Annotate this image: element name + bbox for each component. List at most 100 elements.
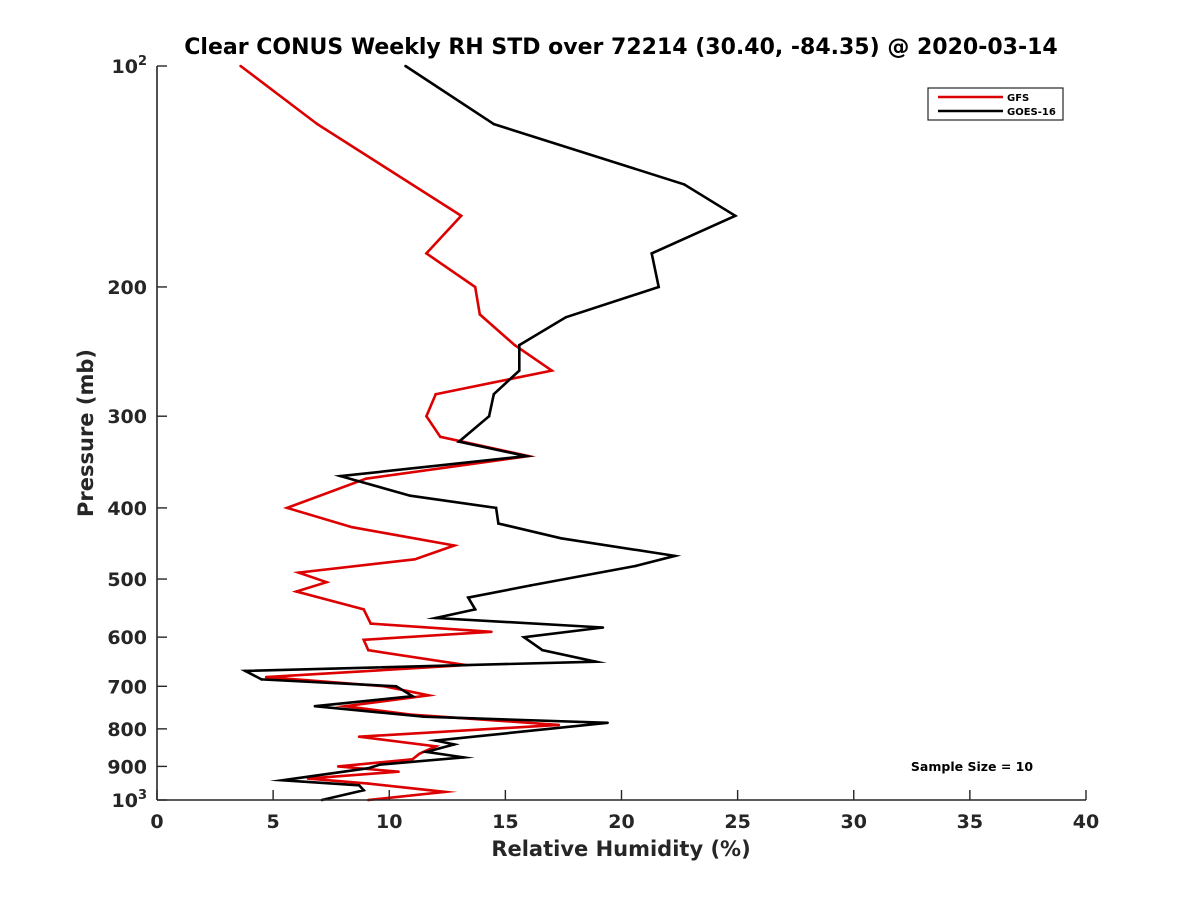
data-point-gfs-15: [453, 544, 456, 547]
data-point-goes16-40: [367, 766, 370, 770]
y-tick-label-800: 800: [107, 719, 147, 741]
data-point-gfs-22: [490, 630, 493, 634]
data-point-gfs-19: [295, 590, 298, 593]
data-point-gfs-12: [364, 477, 368, 481]
data-point-goes16-26: [541, 648, 544, 652]
y-tick-label-300: 300: [107, 406, 147, 428]
plot-background: [157, 66, 1086, 800]
data-point-gfs-13: [285, 506, 289, 510]
y-axis-label: Pressure (mb): [74, 349, 98, 517]
y-tick-label-900: 900: [107, 756, 147, 778]
y-tick-label-600: 600: [107, 627, 147, 649]
data-point-gfs-24: [367, 648, 370, 652]
plot-area: [157, 66, 1086, 800]
data-point-gfs-17: [297, 571, 301, 574]
data-point-goes16-42: [357, 784, 361, 787]
data-point-goes16-29: [260, 678, 263, 681]
data-point-gfs-14: [350, 525, 354, 529]
data-point-goes16-18: [673, 554, 677, 558]
legend: GFS GOES-16: [927, 87, 1064, 121]
data-point-gfs-0: [239, 64, 242, 68]
data-point-goes16-3: [734, 214, 737, 218]
x-tick-label-40: 40: [1073, 811, 1099, 833]
data-point-gfs-29: [343, 704, 347, 708]
data-point-goes16-4: [650, 252, 653, 255]
data-point-goes16-6: [564, 316, 568, 319]
axes-layer: 0 5 10 15 20 25 30 35 40102200300400500600700800…: [107, 54, 1099, 833]
data-point-gfs-23: [362, 638, 366, 642]
data-point-goes16-38: [462, 756, 465, 759]
x-tick-label-25: 25: [724, 811, 750, 833]
x-tick-label-30: 30: [841, 811, 867, 833]
x-axis-label: Relative Humidity (%): [491, 837, 750, 861]
data-point-goes16-37: [425, 750, 428, 754]
y-tick-label-500: 500: [107, 569, 147, 591]
data-point-goes16-17: [559, 537, 563, 540]
legend-box: [927, 87, 1064, 121]
y-tick-label-400: 400: [107, 498, 147, 520]
data-point-goes16-36: [453, 743, 456, 746]
data-point-goes16-15: [494, 506, 498, 510]
data-point-goes16-13: [339, 474, 342, 478]
data-point-gfs-39: [367, 782, 370, 785]
data-point-gfs-32: [357, 735, 361, 738]
data-point-goes16-34: [606, 721, 609, 725]
data-point-goes16-20: [529, 584, 533, 587]
data-point-goes16-33: [422, 715, 426, 718]
data-point-goes16-30: [394, 685, 398, 688]
sample-size-annotation: Sample Size = 10: [911, 759, 1033, 774]
data-point-gfs-33: [434, 745, 438, 748]
data-point-gfs-28: [427, 694, 431, 697]
data-point-goes16-41: [281, 779, 284, 782]
data-point-gfs-4: [473, 285, 477, 289]
legend-label-gfs: GFS: [1007, 93, 1029, 104]
data-point-gfs-40: [443, 790, 447, 794]
series-line-gfs: [239, 64, 559, 802]
data-point-gfs-26: [264, 675, 268, 679]
data-point-goes16-0: [404, 64, 407, 68]
data-point-goes16-10: [487, 414, 491, 418]
data-point-gfs-5: [478, 313, 482, 316]
data-point-goes16-43: [362, 789, 366, 792]
data-point-goes16-21: [466, 596, 470, 599]
data-point-gfs-31: [557, 723, 561, 727]
x-tick-label-15: 15: [492, 811, 518, 833]
data-point-goes16-16: [497, 522, 500, 525]
x-tick-label-10: 10: [376, 811, 402, 833]
data-point-goes16-35: [434, 739, 438, 742]
data-point-goes16-12: [525, 454, 528, 458]
data-point-goes16-1: [492, 122, 496, 126]
data-point-gfs-37: [397, 770, 400, 773]
data-point-goes16-19: [634, 564, 637, 568]
data-point-goes16-22: [473, 608, 477, 611]
y-tick-label-700: 700: [107, 676, 147, 698]
data-point-goes16-2: [682, 183, 686, 186]
data-point-goes16-31: [411, 694, 414, 698]
data-point-gfs-9: [425, 414, 428, 418]
data-point-gfs-20: [362, 608, 366, 611]
data-point-goes16-32: [313, 704, 317, 708]
data-point-goes16-39: [378, 763, 382, 766]
x-tick-label-20: 20: [608, 811, 634, 833]
data-point-goes16-5: [657, 285, 660, 289]
data-point-gfs-10: [439, 435, 442, 439]
x-tick-label-35: 35: [957, 811, 983, 833]
data-point-gfs-36: [336, 765, 340, 768]
chart-title: Clear CONUS Weekly RH STD over 72214 (30…: [184, 35, 1057, 60]
data-point-gfs-7: [550, 369, 554, 372]
data-point-gfs-8: [434, 392, 438, 396]
data-point-gfs-34: [418, 752, 421, 756]
data-point-gfs-21: [369, 622, 373, 625]
data-point-goes16-7: [518, 343, 521, 347]
data-point-goes16-25: [522, 635, 526, 639]
data-point-goes16-11: [457, 440, 461, 444]
x-tick-label-0: 0: [150, 811, 163, 833]
data-point-gfs-2: [459, 214, 463, 218]
data-point-gfs-6: [513, 343, 516, 347]
y-tick-label-200: 200: [107, 277, 147, 299]
data-point-goes16-24: [601, 626, 605, 629]
data-point-goes16-23: [434, 616, 438, 620]
data-point-gfs-18: [325, 580, 328, 584]
data-point-goes16-9: [492, 392, 496, 396]
